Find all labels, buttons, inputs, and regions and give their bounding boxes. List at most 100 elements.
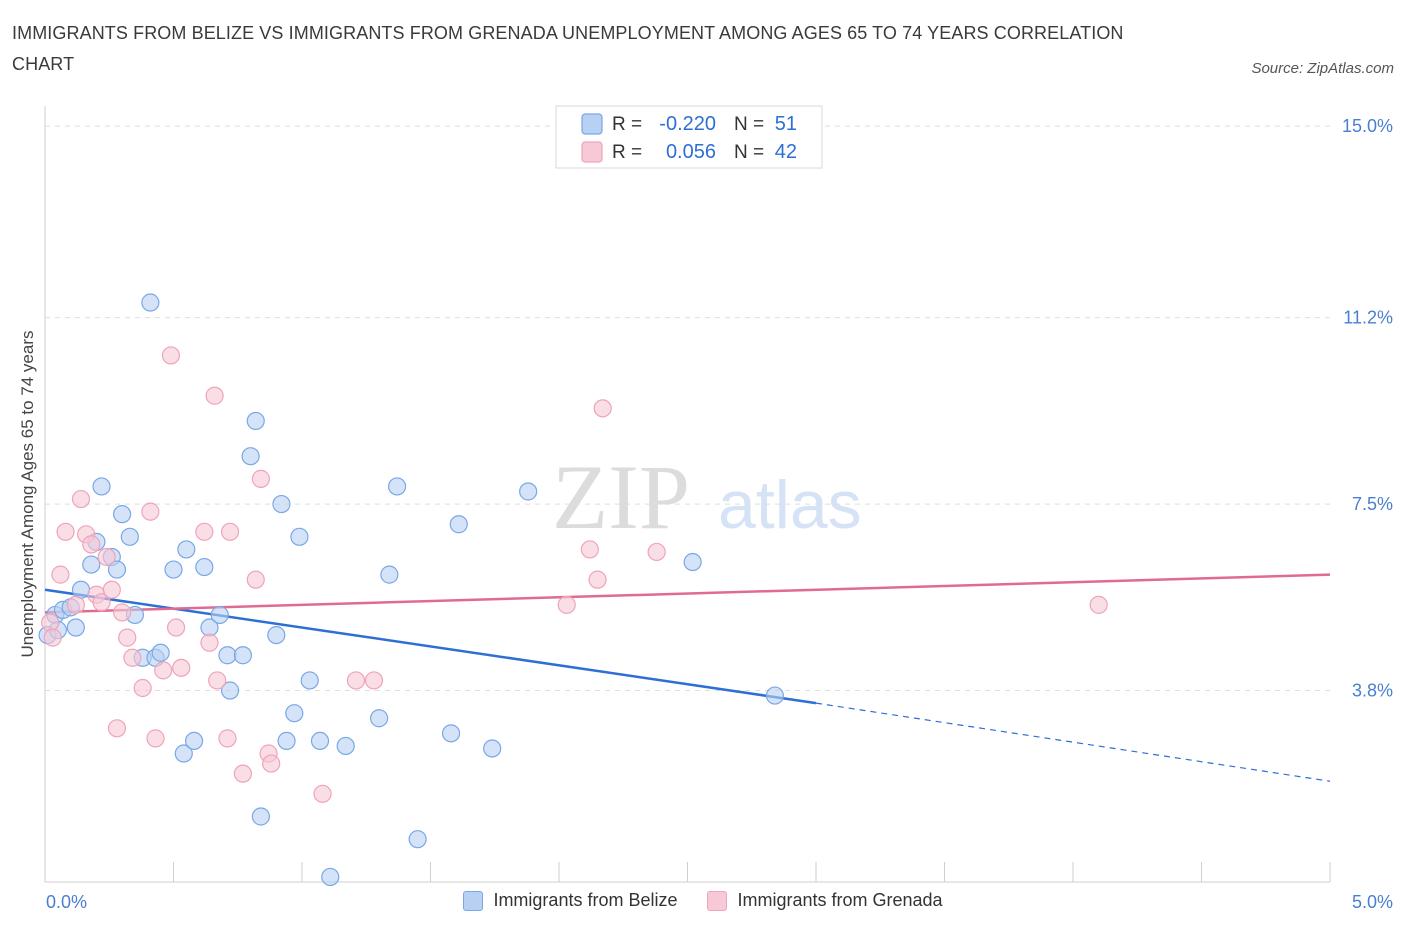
point-belize xyxy=(141,293,160,312)
legend-top: R = R = -0.220 0.056 N = N = 51 42 xyxy=(555,105,823,169)
point-grenada xyxy=(172,658,191,677)
y-tick-label: 3.8% xyxy=(1352,681,1393,701)
point-grenada xyxy=(154,661,173,680)
point-belize xyxy=(380,565,399,584)
legend-item-belize: Immigrants from Belize xyxy=(463,890,677,911)
point-belize xyxy=(251,807,270,826)
point-belize xyxy=(321,867,340,887)
legend-label-grenada: Immigrants from Grenada xyxy=(737,890,943,910)
legend-swatch-grenada xyxy=(707,890,728,911)
point-belize xyxy=(277,731,296,751)
point-belize xyxy=(370,709,389,728)
legend-n-label-grenada: N = xyxy=(734,142,764,163)
point-grenada xyxy=(133,678,152,698)
point-belize xyxy=(300,671,319,690)
point-belize xyxy=(174,744,193,763)
legend-n-value-grenada: 42 xyxy=(775,141,797,163)
point-grenada xyxy=(92,593,111,612)
point-belize xyxy=(272,494,291,514)
point-grenada xyxy=(218,729,237,748)
legend-r-label-belize: R = xyxy=(612,114,642,135)
legend-bottom: Immigrants from Belize Immigrants from G… xyxy=(0,890,1406,911)
point-grenada xyxy=(161,346,181,365)
point-grenada xyxy=(123,648,142,667)
trend-line-grenada xyxy=(44,573,1331,614)
axes xyxy=(44,106,1331,883)
point-belize xyxy=(210,605,229,625)
point-grenada xyxy=(146,729,165,748)
point-grenada xyxy=(43,628,62,647)
point-belize xyxy=(310,731,330,751)
point-grenada xyxy=(251,469,270,488)
legend-swatch-belize xyxy=(463,890,484,911)
point-belize xyxy=(267,625,286,645)
point-belize xyxy=(120,527,139,546)
point-grenada xyxy=(82,535,101,554)
point-grenada xyxy=(580,540,599,559)
point-grenada xyxy=(102,580,121,599)
legend-label-belize: Immigrants from Belize xyxy=(493,890,678,910)
point-belize xyxy=(336,736,355,756)
y-tick-label: 15.0% xyxy=(1342,116,1393,136)
point-grenada xyxy=(233,764,252,783)
point-grenada xyxy=(208,671,227,690)
point-grenada xyxy=(56,522,75,541)
point-belize xyxy=(220,681,240,700)
watermark-zip: ZIP xyxy=(552,446,690,548)
point-belize xyxy=(449,515,468,534)
chart-title: IMMIGRANTS FROM BELIZE VS IMMIGRANTS FRO… xyxy=(12,23,1124,74)
x-tick-label: 5.0% xyxy=(1352,892,1393,912)
point-grenada xyxy=(246,570,265,589)
point-belize xyxy=(519,482,538,501)
point-grenada xyxy=(205,386,224,405)
point-grenada xyxy=(593,399,612,418)
point-grenada xyxy=(118,628,137,647)
data-points xyxy=(38,293,1108,887)
legend-swatch-grenada xyxy=(581,141,603,163)
y-tick-label: 7.5% xyxy=(1352,494,1393,514)
point-belize xyxy=(71,580,91,599)
point-belize xyxy=(112,505,132,524)
source-label: Source: ZipAtlas.com xyxy=(1251,60,1394,77)
point-grenada xyxy=(346,671,366,690)
watermark: ZIP atlas xyxy=(552,446,862,548)
x-tick-labels: 0.0% 5.0% xyxy=(46,892,1393,912)
point-grenada xyxy=(71,489,91,509)
point-belize xyxy=(184,731,204,751)
point-belize xyxy=(285,704,304,723)
point-belize xyxy=(483,739,502,758)
point-grenada xyxy=(364,671,384,690)
point-grenada xyxy=(1089,595,1108,614)
point-belize xyxy=(387,477,407,496)
point-grenada xyxy=(647,542,666,562)
point-belize xyxy=(765,686,784,705)
point-grenada xyxy=(112,603,132,622)
point-belize xyxy=(218,646,237,665)
point-belize xyxy=(164,560,183,579)
point-belize xyxy=(195,557,214,577)
point-grenada xyxy=(41,613,60,632)
point-belize xyxy=(246,411,265,431)
point-grenada xyxy=(141,502,160,521)
point-grenada xyxy=(107,719,127,738)
point-belize xyxy=(683,552,702,572)
point-grenada xyxy=(195,522,214,541)
point-belize xyxy=(408,830,427,849)
legend-r-value-belize: -0.220 xyxy=(659,113,716,135)
point-grenada xyxy=(588,570,607,589)
point-belize xyxy=(151,643,170,662)
point-grenada xyxy=(97,547,116,567)
y-tick-label: 11.2% xyxy=(1343,308,1393,328)
trend-line-belize-extension xyxy=(815,702,1331,782)
point-grenada xyxy=(262,754,281,773)
point-grenada xyxy=(557,595,576,614)
point-grenada xyxy=(220,522,240,541)
point-grenada xyxy=(51,565,70,584)
x-tick-label: 0.0% xyxy=(46,892,87,912)
watermark-atlas: atlas xyxy=(718,467,862,543)
point-belize xyxy=(92,477,111,496)
legend-n-value-belize: 51 xyxy=(775,113,797,135)
point-belize xyxy=(177,540,196,559)
trend-lines xyxy=(44,573,1331,782)
legend-swatch-belize xyxy=(581,113,603,135)
